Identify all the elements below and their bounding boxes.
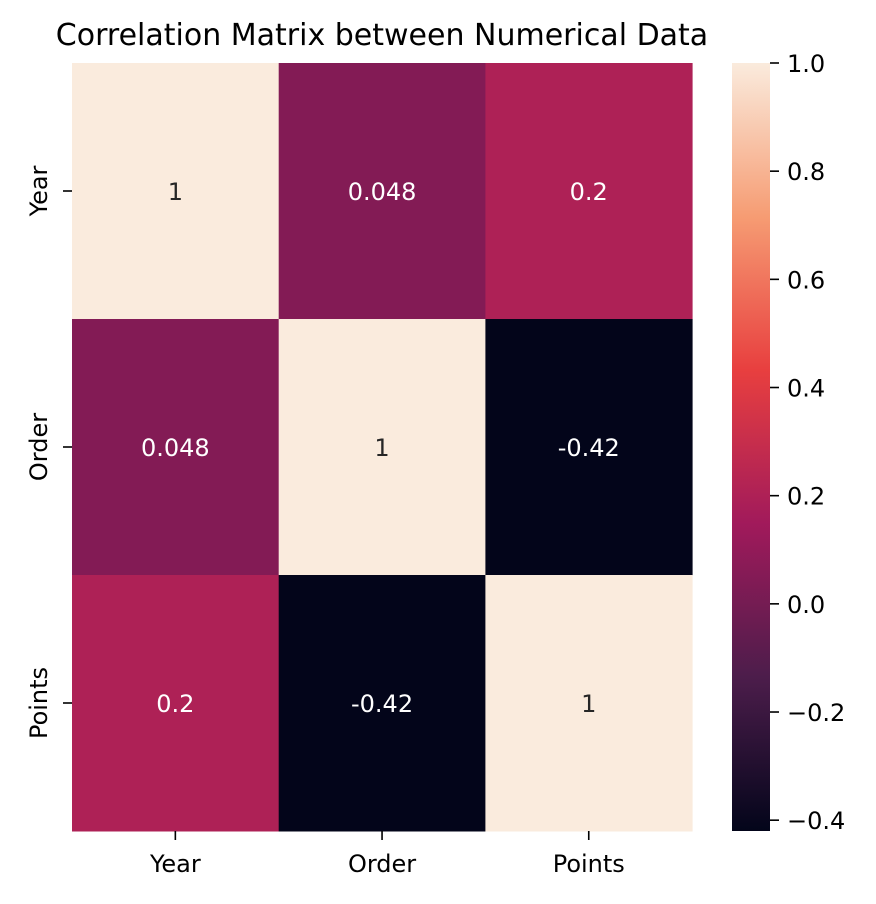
heatmap-cell bbox=[278, 575, 486, 832]
heatmap-cells bbox=[72, 63, 693, 832]
colorbar-tick-label: 0.8 bbox=[787, 158, 825, 186]
cell-annotation: -0.42 bbox=[558, 434, 620, 462]
cell-annotation: 1 bbox=[374, 434, 389, 462]
cell-annotation: 1 bbox=[581, 690, 596, 718]
heatmap-cell bbox=[278, 63, 486, 320]
cell-annotation: 0.048 bbox=[141, 434, 210, 462]
heatmap-cell bbox=[72, 575, 280, 832]
heatmap-cell bbox=[278, 319, 486, 576]
colorbar-tick-label: 0.6 bbox=[787, 266, 825, 294]
colorbar-tick-label: 0.2 bbox=[787, 483, 825, 511]
colorbar-tick-label: −0.2 bbox=[787, 699, 845, 727]
heatmap-axes: Year Order Points Year Order Points bbox=[25, 165, 625, 878]
x-tick-label: Year bbox=[149, 850, 201, 878]
colorbar-tick-label: 0.0 bbox=[787, 591, 825, 619]
colorbar-tick-label: 1.0 bbox=[787, 50, 825, 78]
y-tick-label: Order bbox=[25, 413, 53, 481]
heatmap-cell bbox=[485, 63, 693, 320]
cell-annotation: 0.2 bbox=[156, 690, 194, 718]
x-tick-label: Order bbox=[348, 850, 416, 878]
cell-annotation: 0.2 bbox=[570, 178, 608, 206]
cell-annotation: 1 bbox=[168, 178, 183, 206]
chart-title: Correlation Matrix between Numerical Dat… bbox=[56, 18, 708, 53]
cell-annotation: 0.048 bbox=[348, 178, 417, 206]
x-tick-label: Points bbox=[553, 850, 625, 878]
y-tick-label: Year bbox=[25, 165, 53, 217]
heatmap-cell bbox=[485, 319, 693, 576]
cell-annotation: -0.42 bbox=[351, 690, 413, 718]
heatmap-cell bbox=[72, 319, 280, 576]
y-tick-label: Points bbox=[25, 667, 53, 739]
colorbar-tick-label: 0.4 bbox=[787, 375, 825, 403]
cell-annotations: 1 0.048 0.2 0.048 1 -0.42 0.2 -0.42 1 bbox=[141, 178, 620, 718]
colorbar bbox=[732, 63, 770, 831]
colorbar-tick-label: −0.4 bbox=[787, 807, 845, 835]
colorbar-ticks: 1.0 0.8 0.6 0.4 0.2 0.0 −0.2 −0.4 bbox=[770, 50, 845, 835]
heatmap-cell bbox=[485, 575, 693, 832]
heatmap-cell bbox=[72, 63, 280, 320]
